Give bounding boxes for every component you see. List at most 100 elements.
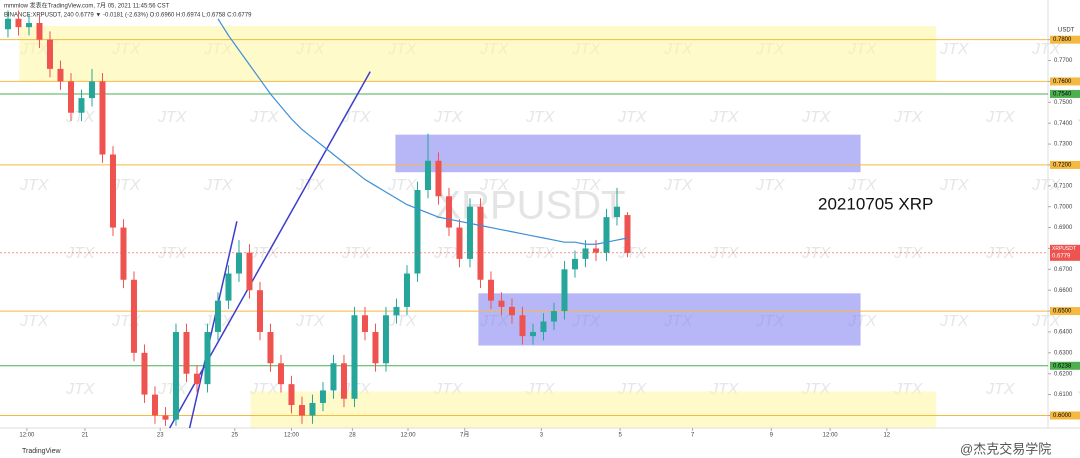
watermark: JTX	[1031, 177, 1062, 194]
candle-body	[67, 81, 74, 113]
zone	[395, 134, 861, 173]
x-tick-label: 12:00	[401, 433, 417, 439]
watermark: JTX	[65, 381, 96, 398]
zone	[19, 26, 937, 82]
y-tick-label: 0.6900	[1054, 225, 1073, 231]
candle-body	[445, 196, 452, 228]
candle-body	[172, 331, 179, 420]
candle-body	[529, 331, 536, 337]
candle-body	[235, 252, 242, 274]
level-tag	[1050, 160, 1080, 169]
watermark: JTX	[525, 109, 556, 126]
watermark: JTX	[433, 245, 464, 262]
trendline	[188, 221, 238, 429]
candle-body	[372, 331, 379, 364]
candle-body	[225, 273, 232, 301]
watermark: JTX	[801, 109, 832, 126]
candle-body	[435, 160, 442, 197]
x-tick-label: 7月	[460, 432, 469, 439]
x-tick-label: 28	[349, 433, 356, 439]
candle-body	[351, 315, 358, 399]
candle-body	[487, 279, 494, 301]
x-tick-label: 12:00	[19, 433, 35, 439]
moving-average	[217, 18, 628, 245]
level-label: 0.7200	[1053, 163, 1072, 169]
watermark: JTX	[1031, 313, 1062, 330]
footer: @杰克交易学院	[960, 441, 1051, 456]
candle-body	[319, 390, 326, 403]
watermark: JTX	[19, 177, 50, 194]
price-name: XRPUSDT	[1052, 246, 1076, 252]
axis-unit: USDT	[1058, 28, 1075, 34]
symbol-watermark: XRPUSDT	[434, 184, 625, 228]
candle-body	[498, 300, 505, 307]
watermark: JTX	[387, 177, 418, 194]
candle-body	[613, 206, 620, 218]
candle-body	[624, 215, 631, 253]
candle-body	[267, 331, 274, 364]
watermark: JTX	[709, 245, 740, 262]
watermark: JTX	[985, 381, 1016, 398]
candle-body	[393, 306, 400, 316]
candle-body	[57, 68, 64, 82]
candle-body	[183, 331, 190, 374]
candle-body	[130, 279, 137, 353]
watermark: JTX	[203, 177, 234, 194]
watermark: JTX	[1077, 109, 1080, 126]
watermark: JTX	[525, 245, 556, 262]
watermark: JTX	[65, 245, 96, 262]
annotation: 20210705 XRP	[818, 194, 933, 213]
candle-body	[340, 363, 347, 399]
level-label: 0.6000	[1053, 413, 1072, 419]
watermark: JTX	[709, 109, 740, 126]
x-tick-label: 23	[157, 433, 164, 439]
y-tick-label: 0.7700	[1054, 58, 1073, 64]
candle-body	[550, 311, 557, 322]
candle-body	[382, 315, 389, 364]
candle-body	[78, 98, 85, 113]
level-tag	[1050, 361, 1080, 370]
candle-body	[361, 315, 368, 332]
y-tick-label: 0.7000	[1054, 204, 1073, 210]
watermark: JTX	[801, 245, 832, 262]
watermark: JTX	[111, 313, 142, 330]
watermark: JTX	[617, 245, 648, 262]
watermark: JTX	[847, 177, 878, 194]
candle-body	[25, 22, 32, 28]
watermark: JTX	[1031, 41, 1062, 58]
y-tick-label: 0.6200	[1054, 371, 1073, 377]
level-label: 0.6238	[1053, 363, 1072, 369]
x-tick-label: 5	[618, 433, 622, 439]
x-tick-label: 21	[82, 433, 89, 439]
candle-body	[477, 206, 484, 280]
y-tick-label: 0.7400	[1054, 121, 1073, 127]
candle-body	[120, 227, 127, 280]
watermark: JTX	[1077, 381, 1080, 398]
x-tick-label: 9	[770, 433, 774, 439]
candle-body	[88, 81, 95, 99]
x-tick-label: 12:00	[823, 433, 839, 439]
candle-body	[141, 352, 148, 395]
candle-body	[309, 402, 316, 416]
watermark: JTX	[157, 245, 188, 262]
y-tick-label: 0.6300	[1054, 350, 1073, 356]
watermark: JTX	[249, 109, 280, 126]
zone	[250, 391, 937, 428]
y-tick-label: 0.7100	[1054, 183, 1073, 189]
candle-body	[582, 248, 589, 259]
watermark: JTX	[295, 177, 326, 194]
footer: TradingView	[22, 448, 61, 455]
candle-body	[151, 394, 158, 416]
x-tick-label: 3	[540, 433, 544, 439]
watermark: JTX	[387, 313, 418, 330]
level-label: 0.7800	[1053, 37, 1072, 43]
x-tick-label: 25	[231, 433, 238, 439]
watermark: JTX	[985, 109, 1016, 126]
candle-body	[193, 373, 200, 385]
watermark: JTX	[295, 313, 326, 330]
watermark: JTX	[755, 177, 786, 194]
candle-body	[571, 258, 578, 270]
watermark: JTX	[433, 109, 464, 126]
level-label: 0.7600	[1053, 79, 1072, 85]
